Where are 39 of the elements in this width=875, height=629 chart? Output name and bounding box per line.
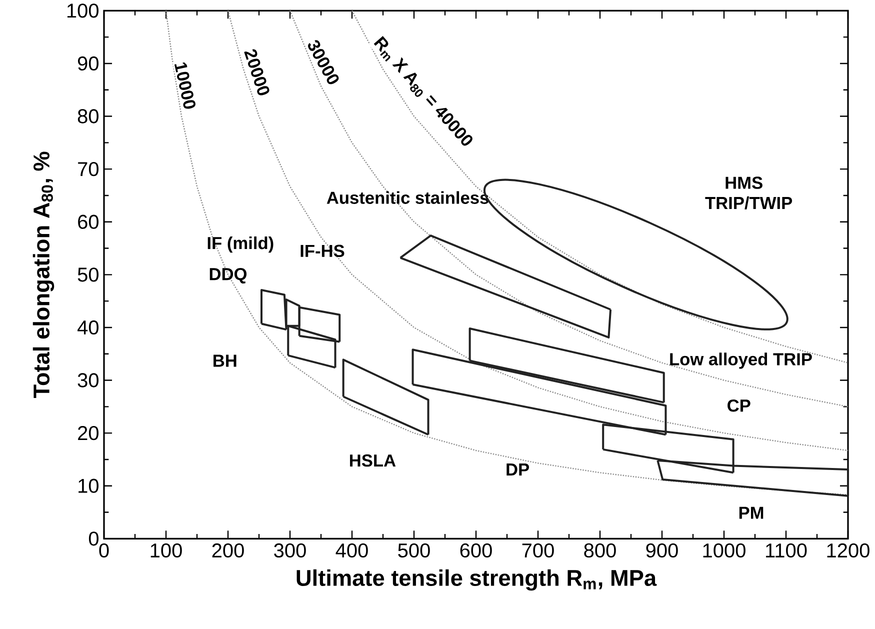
annotation: PM xyxy=(739,506,764,519)
x-tick-label: 700 xyxy=(522,543,554,558)
annotation: HSLA xyxy=(350,454,396,466)
x-tick-label: 100 xyxy=(150,543,182,558)
y-tick-label: 30 xyxy=(78,373,98,388)
x-tick-label: 1200 xyxy=(827,543,870,558)
x-tick-label: 1000 xyxy=(703,543,746,558)
x-tick-label: 600 xyxy=(460,543,492,558)
annotation: 10000 xyxy=(174,62,196,109)
x-axis-title: Ultimate tensile strength R$_{m}$, MPa xyxy=(296,569,657,590)
y-tick-label: 70 xyxy=(78,162,98,176)
x-tick-label: 1100 xyxy=(766,543,807,558)
x-tick-label: 400 xyxy=(336,543,368,558)
annotation: DDQ xyxy=(210,268,247,284)
y-axis-title: Total elongation A$_{80}$, % xyxy=(32,152,54,398)
x-tick-label: 900 xyxy=(646,543,678,558)
y-tick-label: 10 xyxy=(78,478,98,493)
annotation: IF-HS xyxy=(300,244,344,257)
x-tick-label: 0 xyxy=(99,543,109,558)
y-tick-label: 20 xyxy=(78,426,98,440)
x-tick-label: 200 xyxy=(212,543,244,558)
annotation: DP xyxy=(506,463,529,476)
x-tick-label: 300 xyxy=(274,543,306,558)
y-tick-label: 50 xyxy=(78,267,98,282)
y-tick-label: 60 xyxy=(78,214,98,229)
y-tick-label: 0 xyxy=(88,531,98,546)
y-tick-label: 100 xyxy=(67,3,98,18)
annotation: 20000 xyxy=(244,49,270,96)
annotation: TRIP/TWIP xyxy=(705,196,792,210)
y-tick-label: 90 xyxy=(78,56,98,70)
y-tick-label: 40 xyxy=(78,320,98,334)
annotation: Low alloyed TRIP xyxy=(670,352,812,369)
y-tick-label: 80 xyxy=(78,109,98,124)
annotation: IF (mild) xyxy=(208,236,274,252)
x-tick-label: 500 xyxy=(398,543,430,558)
annotation: BH xyxy=(214,354,236,367)
annotation: CP xyxy=(728,399,750,412)
x-tick-label: 800 xyxy=(584,543,616,558)
annotation: HMS xyxy=(726,176,762,189)
